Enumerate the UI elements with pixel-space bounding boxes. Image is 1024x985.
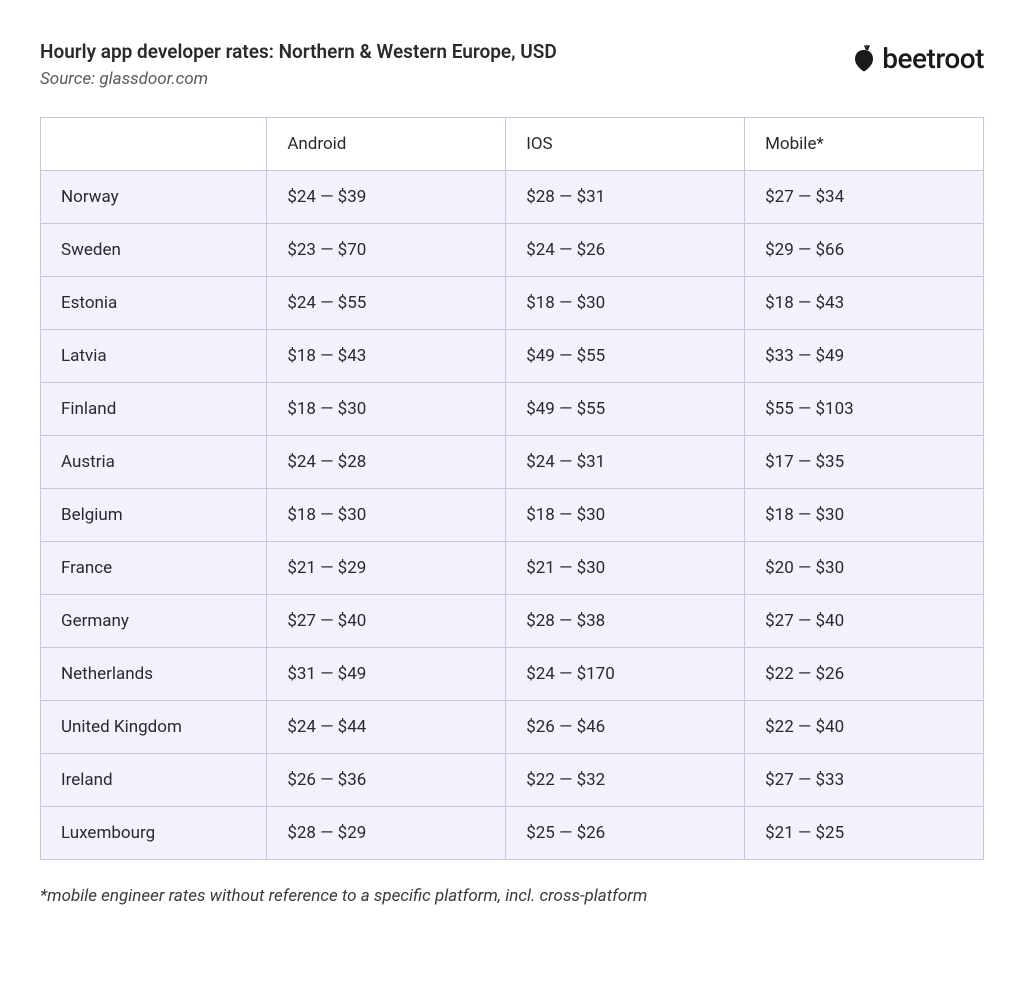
table-row: Belgium$18 — $30$18 — $30$18 — $30	[41, 489, 984, 542]
page-title: Hourly app developer rates: Northern & W…	[40, 40, 557, 63]
table-cell: $18 — $30	[506, 277, 745, 330]
header: Hourly app developer rates: Northern & W…	[40, 40, 984, 89]
table-cell: France	[41, 542, 267, 595]
brand-name: beetroot	[882, 42, 984, 75]
table-cell: $27 — $34	[745, 171, 984, 224]
table-cell: Norway	[41, 171, 267, 224]
brand-logo: beetroot	[852, 42, 984, 75]
table-cell: $20 — $30	[745, 542, 984, 595]
beetroot-icon	[852, 45, 876, 73]
table-cell: $17 — $35	[745, 436, 984, 489]
table-cell: $24 — $170	[506, 648, 745, 701]
table-cell: $22 — $32	[506, 754, 745, 807]
table-cell: $25 — $26	[506, 807, 745, 860]
table-cell: Sweden	[41, 224, 267, 277]
title-block: Hourly app developer rates: Northern & W…	[40, 40, 557, 89]
table-cell: Belgium	[41, 489, 267, 542]
table-cell: Latvia	[41, 330, 267, 383]
footnote: *mobile engineer rates without reference…	[40, 886, 984, 906]
table-cell: $24 — $31	[506, 436, 745, 489]
table-cell: $28 — $29	[267, 807, 506, 860]
source-label: Source: glassdoor.com	[40, 69, 557, 89]
table-cell: $24 — $26	[506, 224, 745, 277]
table-cell: Ireland	[41, 754, 267, 807]
table-row: Ireland$26 — $36$22 — $32$27 — $33	[41, 754, 984, 807]
table-cell: United Kingdom	[41, 701, 267, 754]
table-cell: $24 — $55	[267, 277, 506, 330]
table-body: Norway$24 — $39$28 — $31$27 — $34Sweden$…	[41, 171, 984, 860]
col-header-android: Android	[267, 118, 506, 171]
table-cell: $27 — $40	[745, 595, 984, 648]
table-cell: $49 — $55	[506, 383, 745, 436]
table-cell: $27 — $40	[267, 595, 506, 648]
table-cell: $24 — $44	[267, 701, 506, 754]
table-cell: $18 — $30	[267, 489, 506, 542]
table-row: Austria$24 — $28$24 — $31$17 — $35	[41, 436, 984, 489]
table-header: Android IOS Mobile*	[41, 118, 984, 171]
table-row: Latvia$18 — $43$49 — $55$33 — $49	[41, 330, 984, 383]
table-cell: $28 — $38	[506, 595, 745, 648]
table-cell: Luxembourg	[41, 807, 267, 860]
table-cell: $31 — $49	[267, 648, 506, 701]
table-cell: $24 — $39	[267, 171, 506, 224]
table-cell: $49 — $55	[506, 330, 745, 383]
table-row: France$21 — $29$21 — $30$20 — $30	[41, 542, 984, 595]
table-cell: $28 — $31	[506, 171, 745, 224]
table-cell: $33 — $49	[745, 330, 984, 383]
table-row: Norway$24 — $39$28 — $31$27 — $34	[41, 171, 984, 224]
table-cell: $18 — $30	[267, 383, 506, 436]
table-cell: $29 — $66	[745, 224, 984, 277]
table-cell: $21 — $30	[506, 542, 745, 595]
table-cell: $22 — $40	[745, 701, 984, 754]
col-header-mobile: Mobile*	[745, 118, 984, 171]
table-row: United Kingdom$24 — $44$26 — $46$22 — $4…	[41, 701, 984, 754]
table-cell: $18 — $30	[506, 489, 745, 542]
table-cell: $18 — $43	[267, 330, 506, 383]
table-cell: $27 — $33	[745, 754, 984, 807]
col-header-ios: IOS	[506, 118, 745, 171]
table-cell: Estonia	[41, 277, 267, 330]
table-row: Luxembourg$28 — $29$25 — $26$21 — $25	[41, 807, 984, 860]
table-cell: Netherlands	[41, 648, 267, 701]
table-cell: $23 — $70	[267, 224, 506, 277]
table-cell: $21 — $25	[745, 807, 984, 860]
table-cell: $21 — $29	[267, 542, 506, 595]
rates-table: Android IOS Mobile* Norway$24 — $39$28 —…	[40, 117, 984, 860]
table-cell: $24 — $28	[267, 436, 506, 489]
table-row: Netherlands$31 — $49$24 — $170$22 — $26	[41, 648, 984, 701]
table-cell: Germany	[41, 595, 267, 648]
table-cell: $26 — $46	[506, 701, 745, 754]
table-cell: $18 — $30	[745, 489, 984, 542]
table-row: Estonia$24 — $55$18 — $30$18 — $43	[41, 277, 984, 330]
table-row: Sweden$23 — $70$24 — $26$29 — $66	[41, 224, 984, 277]
col-header-blank	[41, 118, 267, 171]
table-cell: $18 — $43	[745, 277, 984, 330]
table-cell: $26 — $36	[267, 754, 506, 807]
table-cell: Finland	[41, 383, 267, 436]
table-row: Germany$27 — $40$28 — $38$27 — $40	[41, 595, 984, 648]
table-cell: Austria	[41, 436, 267, 489]
table-row: Finland$18 — $30$49 — $55$55 — $103	[41, 383, 984, 436]
table-cell: $22 — $26	[745, 648, 984, 701]
table-cell: $55 — $103	[745, 383, 984, 436]
